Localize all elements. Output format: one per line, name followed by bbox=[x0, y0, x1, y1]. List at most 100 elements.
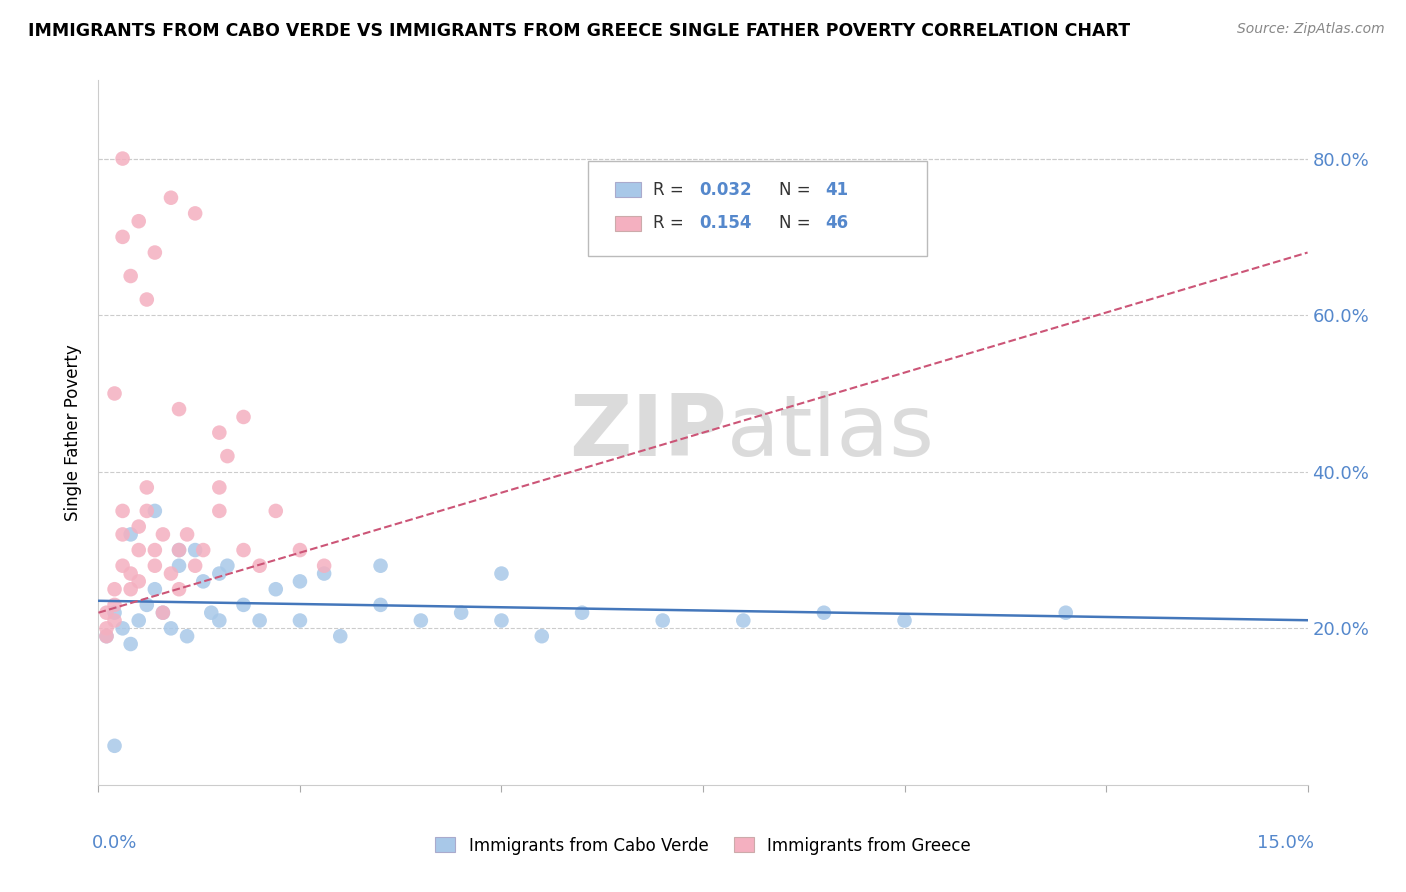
Point bbox=[232, 409, 254, 424]
Text: N =: N = bbox=[779, 214, 815, 232]
Point bbox=[167, 558, 190, 573]
Point bbox=[208, 504, 231, 518]
Text: IMMIGRANTS FROM CABO VERDE VS IMMIGRANTS FROM GREECE SINGLE FATHER POVERTY CORRE: IMMIGRANTS FROM CABO VERDE VS IMMIGRANTS… bbox=[28, 22, 1130, 40]
Point bbox=[193, 574, 215, 589]
Point bbox=[120, 637, 142, 651]
FancyBboxPatch shape bbox=[614, 216, 641, 231]
Point bbox=[111, 230, 134, 244]
Point bbox=[184, 543, 207, 558]
Point bbox=[314, 558, 336, 573]
Point bbox=[96, 621, 118, 635]
Text: 0.032: 0.032 bbox=[699, 180, 752, 199]
FancyBboxPatch shape bbox=[588, 161, 927, 257]
Point bbox=[111, 504, 134, 518]
Point bbox=[96, 606, 118, 620]
Point bbox=[120, 582, 142, 597]
Point bbox=[733, 614, 755, 628]
Point bbox=[200, 606, 222, 620]
Point bbox=[1054, 606, 1077, 620]
Point bbox=[128, 519, 150, 533]
Point bbox=[329, 629, 352, 643]
Point bbox=[167, 543, 190, 558]
Point bbox=[208, 425, 231, 440]
Text: R =: R = bbox=[654, 180, 689, 199]
Point bbox=[160, 191, 183, 205]
Point bbox=[217, 449, 239, 463]
Point bbox=[135, 293, 157, 307]
Point bbox=[152, 606, 174, 620]
Point bbox=[571, 606, 593, 620]
Legend: Immigrants from Cabo Verde, Immigrants from Greece: Immigrants from Cabo Verde, Immigrants f… bbox=[429, 830, 977, 861]
Point bbox=[651, 614, 673, 628]
Point bbox=[135, 598, 157, 612]
Point bbox=[103, 614, 125, 628]
Point bbox=[208, 480, 231, 494]
Text: atlas: atlas bbox=[727, 391, 935, 475]
Point bbox=[176, 527, 198, 541]
Text: 0.154: 0.154 bbox=[699, 214, 752, 232]
Point bbox=[184, 558, 207, 573]
Point bbox=[288, 614, 311, 628]
Point bbox=[167, 543, 190, 558]
Point bbox=[103, 582, 125, 597]
Text: 41: 41 bbox=[825, 180, 848, 199]
Point bbox=[167, 402, 190, 417]
Point bbox=[152, 606, 174, 620]
Text: 15.0%: 15.0% bbox=[1257, 834, 1313, 852]
Point bbox=[208, 614, 231, 628]
Point bbox=[813, 606, 835, 620]
Point bbox=[232, 543, 254, 558]
Point bbox=[491, 566, 513, 581]
Y-axis label: Single Father Poverty: Single Father Poverty bbox=[65, 344, 83, 521]
Point bbox=[135, 504, 157, 518]
Point bbox=[143, 543, 166, 558]
Point bbox=[143, 558, 166, 573]
Point bbox=[893, 614, 915, 628]
Point bbox=[314, 566, 336, 581]
Point bbox=[176, 629, 198, 643]
Text: 46: 46 bbox=[825, 214, 848, 232]
Point bbox=[128, 574, 150, 589]
Point bbox=[128, 214, 150, 228]
Point bbox=[491, 614, 513, 628]
Text: Source: ZipAtlas.com: Source: ZipAtlas.com bbox=[1237, 22, 1385, 37]
Point bbox=[111, 621, 134, 635]
Point bbox=[264, 582, 287, 597]
Point bbox=[143, 582, 166, 597]
Point bbox=[288, 543, 311, 558]
Point bbox=[96, 629, 118, 643]
Point bbox=[103, 386, 125, 401]
Point bbox=[370, 558, 392, 573]
Point bbox=[249, 558, 271, 573]
Point bbox=[111, 527, 134, 541]
Point bbox=[184, 206, 207, 220]
Point bbox=[160, 566, 183, 581]
Point bbox=[409, 614, 432, 628]
Point bbox=[450, 606, 472, 620]
Point bbox=[111, 152, 134, 166]
Point bbox=[370, 598, 392, 612]
Point bbox=[103, 598, 125, 612]
Point bbox=[120, 527, 142, 541]
Point bbox=[152, 527, 174, 541]
Text: R =: R = bbox=[654, 214, 689, 232]
Point bbox=[264, 504, 287, 518]
Point bbox=[111, 558, 134, 573]
Point bbox=[217, 558, 239, 573]
Point bbox=[208, 566, 231, 581]
Point bbox=[120, 268, 142, 283]
Point bbox=[288, 574, 311, 589]
Point bbox=[128, 543, 150, 558]
Point bbox=[135, 480, 157, 494]
Point bbox=[120, 566, 142, 581]
Point bbox=[249, 614, 271, 628]
Point bbox=[167, 582, 190, 597]
Text: 0.0%: 0.0% bbox=[93, 834, 138, 852]
Point bbox=[160, 621, 183, 635]
Point bbox=[530, 629, 553, 643]
Point bbox=[128, 614, 150, 628]
Point bbox=[143, 504, 166, 518]
Point bbox=[232, 598, 254, 612]
Point bbox=[143, 245, 166, 260]
Point bbox=[103, 606, 125, 620]
